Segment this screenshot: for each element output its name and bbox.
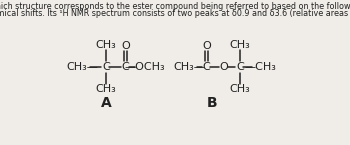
Text: CH₃: CH₃: [96, 84, 117, 94]
Text: —CH₃: —CH₃: [244, 62, 276, 72]
Text: B: B: [206, 96, 217, 110]
Text: C: C: [102, 62, 110, 72]
Text: O: O: [121, 41, 130, 51]
Text: Which structure corresponds to the ester compound being referred to based on the: Which structure corresponds to the ester…: [0, 2, 350, 11]
Text: C: C: [236, 62, 244, 72]
Text: A: A: [101, 96, 111, 110]
Text: CH₃—: CH₃—: [174, 62, 206, 72]
Text: CH₃: CH₃: [230, 40, 250, 50]
Text: O: O: [219, 62, 228, 72]
Text: CH₃: CH₃: [96, 40, 117, 50]
Text: chemical shifts. Its ¹H NMR spectrum consists of two peaks at δ0.9 and δ3.6 (rel: chemical shifts. Its ¹H NMR spectrum con…: [0, 9, 350, 18]
Text: CH₃: CH₃: [230, 84, 250, 94]
Text: O: O: [202, 41, 211, 51]
Text: CH₃—: CH₃—: [66, 62, 98, 72]
Text: C: C: [203, 62, 210, 72]
Text: —OCH₃: —OCH₃: [125, 62, 165, 72]
Text: C: C: [121, 62, 129, 72]
